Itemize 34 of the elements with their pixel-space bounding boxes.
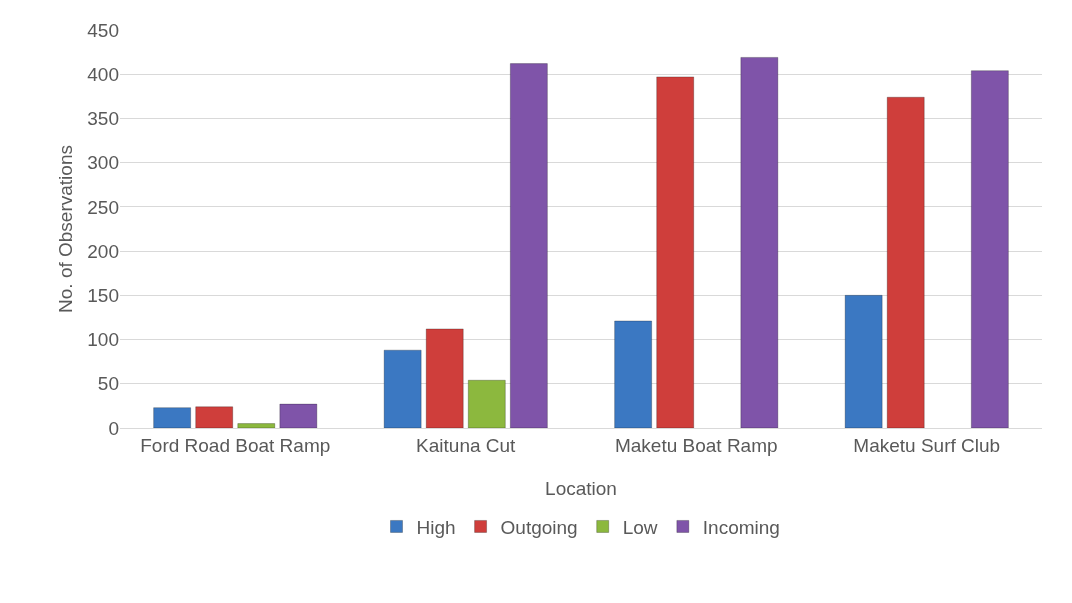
bar: [509, 63, 548, 428]
x-axis-title: Location: [545, 478, 617, 499]
y-axis-title: No. of Observations: [55, 145, 76, 313]
y-tick-label: 100: [87, 329, 119, 351]
bar: [237, 423, 276, 428]
bar: [970, 70, 1009, 428]
bar: [614, 320, 653, 428]
x-tick-label: Maketu Boat Ramp: [614, 434, 778, 456]
bar: [467, 379, 506, 428]
y-tick-label: 0: [108, 417, 119, 439]
x-tick-label: Ford Road Boat Ramp: [140, 434, 331, 456]
legend-label: High: [416, 516, 456, 538]
legend-label: Low: [622, 516, 658, 538]
bar: [153, 407, 192, 428]
x-tick-label: Kaituna Cut: [416, 434, 517, 456]
y-tick-label: 150: [87, 284, 119, 306]
bar: [886, 96, 925, 428]
bar: [425, 328, 464, 428]
y-tick-label: 200: [87, 240, 119, 262]
y-tick-label: 250: [87, 196, 119, 218]
y-tick-label: 50: [97, 373, 119, 395]
legend-label: Outgoing: [500, 516, 578, 538]
bar: [656, 76, 695, 428]
y-tick-label: 350: [87, 108, 119, 130]
bar: [740, 56, 779, 428]
bar: [383, 349, 422, 428]
legend-label: Incoming: [702, 516, 780, 538]
bar: [279, 403, 318, 428]
y-tick-label: 450: [87, 19, 119, 41]
bar: [195, 406, 234, 428]
bar: [844, 294, 883, 428]
y-tick-label: 300: [87, 152, 119, 174]
y-tick-label: 400: [87, 63, 119, 85]
x-tick-label: Maketu Surf Club: [853, 434, 1001, 456]
